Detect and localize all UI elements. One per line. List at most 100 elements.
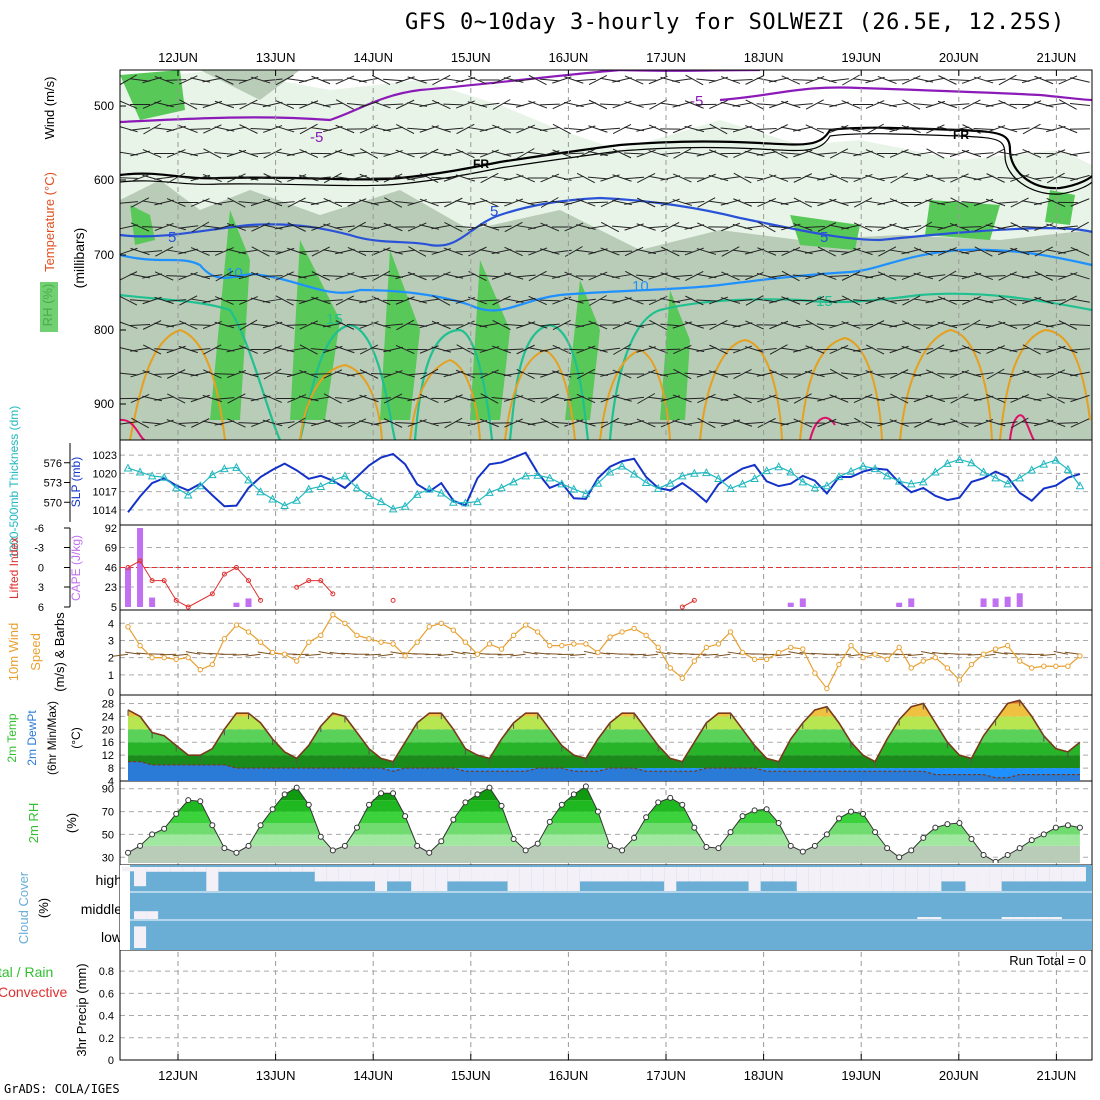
rh-band xyxy=(128,834,1080,846)
wind-barb xyxy=(576,148,596,159)
wind-barb xyxy=(1009,127,1030,131)
wind-barb xyxy=(962,124,981,134)
wind-barb xyxy=(576,368,595,380)
wind-barb xyxy=(780,176,801,180)
thickness-marker xyxy=(870,464,880,473)
wind-barb xyxy=(889,198,909,207)
cloud-clear-high xyxy=(796,867,809,891)
wind-barb xyxy=(395,344,415,355)
wind-barb xyxy=(443,298,464,303)
wind-barb xyxy=(721,271,740,281)
cloud-clear-high xyxy=(989,867,1002,891)
rh2m-axis-unit: (%) xyxy=(64,813,79,833)
wind-barb xyxy=(359,344,379,355)
thickness-marker xyxy=(822,481,832,490)
wind-barb xyxy=(456,148,475,159)
y-tick-labels: 5006007008009001023102010171014576573570… xyxy=(34,99,126,1067)
wind-barb xyxy=(191,221,210,233)
wind-barb xyxy=(527,126,548,132)
wind-barb xyxy=(1057,397,1078,400)
wind-barb xyxy=(865,320,885,330)
wind-barb xyxy=(527,397,548,400)
tm5-label-2: -5 xyxy=(690,93,703,110)
wind-barb xyxy=(120,347,138,353)
wind-barb xyxy=(926,344,945,355)
wind-barb xyxy=(1069,102,1090,107)
wind-barb xyxy=(516,394,536,403)
wind-barb xyxy=(552,123,571,135)
rh-marker xyxy=(968,836,975,842)
cloud-clear-high xyxy=(543,867,556,891)
wind-barb xyxy=(504,246,523,257)
wind-barb xyxy=(262,198,283,207)
wind-barb xyxy=(576,198,596,207)
wind-speed-marker xyxy=(788,644,794,651)
wind-barb xyxy=(563,175,584,181)
wind-barb xyxy=(515,420,536,426)
wind-barb xyxy=(612,250,633,253)
cloud-clear-high xyxy=(399,867,412,882)
slp-tick-label: 1020 xyxy=(93,468,117,480)
wind-barb xyxy=(383,323,404,327)
wind-barb xyxy=(792,323,813,327)
wind-speed-marker xyxy=(498,646,505,652)
wind-barb xyxy=(154,271,174,281)
wind-barb xyxy=(286,299,307,302)
surface-barb xyxy=(185,651,201,655)
wind-barb xyxy=(865,250,886,253)
surface-barb xyxy=(451,650,466,655)
wind-barb xyxy=(371,126,391,132)
wind-barb xyxy=(371,100,391,109)
wind-barb xyxy=(131,417,150,429)
rh-band xyxy=(128,788,1080,801)
wind-barb xyxy=(154,396,175,401)
wind-barb xyxy=(202,173,222,183)
cloud-clear-high xyxy=(676,867,689,882)
cloud-clear-high xyxy=(206,867,219,891)
wind-barb xyxy=(684,372,705,376)
wind-barb xyxy=(865,395,885,402)
thickness-marker xyxy=(798,477,808,486)
wind-barb xyxy=(334,225,355,229)
wind-barb xyxy=(444,197,463,208)
wind-barb xyxy=(877,396,898,401)
wind-barb xyxy=(359,274,379,278)
thickness-marker xyxy=(955,454,964,463)
date-axes: 12JUN 12JUN 13JUN 13JUN 14JUN 14JUN 15JUN 15JUN… xyxy=(158,50,1076,1083)
thickness-marker xyxy=(436,488,446,497)
wind-barb xyxy=(334,176,355,180)
wind-barb xyxy=(130,299,151,302)
wind-barb xyxy=(203,124,222,134)
wind-barb xyxy=(937,200,958,205)
thickness-marker xyxy=(1015,473,1025,482)
wind-barb xyxy=(383,274,404,278)
wind-barb xyxy=(384,197,403,208)
wind-barb xyxy=(347,198,367,207)
wind-barb xyxy=(539,323,560,327)
date-label-bottom: 20JUN xyxy=(939,1068,979,1083)
wind-barb xyxy=(986,148,1005,159)
wind-barb xyxy=(432,295,451,306)
wind-barb xyxy=(540,222,560,232)
thickness-marker xyxy=(641,477,651,486)
wind-barb xyxy=(720,76,741,84)
wind-barb xyxy=(516,173,536,183)
slp-tick-label: 1014 xyxy=(93,505,117,517)
wind-barb xyxy=(347,221,366,233)
wind-barb xyxy=(588,75,608,85)
wind-barb xyxy=(298,421,319,425)
wind-barb xyxy=(612,395,632,402)
wind-barb xyxy=(455,369,475,379)
wind-barb xyxy=(793,197,812,208)
wind-barb xyxy=(720,127,741,131)
surface-barb xyxy=(570,653,586,656)
wind-barb xyxy=(756,371,777,377)
wind-barb xyxy=(732,249,753,254)
dewpoint-fill xyxy=(128,761,1080,781)
thickness-marker xyxy=(1039,459,1049,468)
wind-barb xyxy=(793,369,813,379)
wind-barb xyxy=(599,127,621,131)
rh-marker xyxy=(414,842,421,849)
wind-barb xyxy=(443,370,464,378)
cloud-clear-high xyxy=(290,867,303,872)
